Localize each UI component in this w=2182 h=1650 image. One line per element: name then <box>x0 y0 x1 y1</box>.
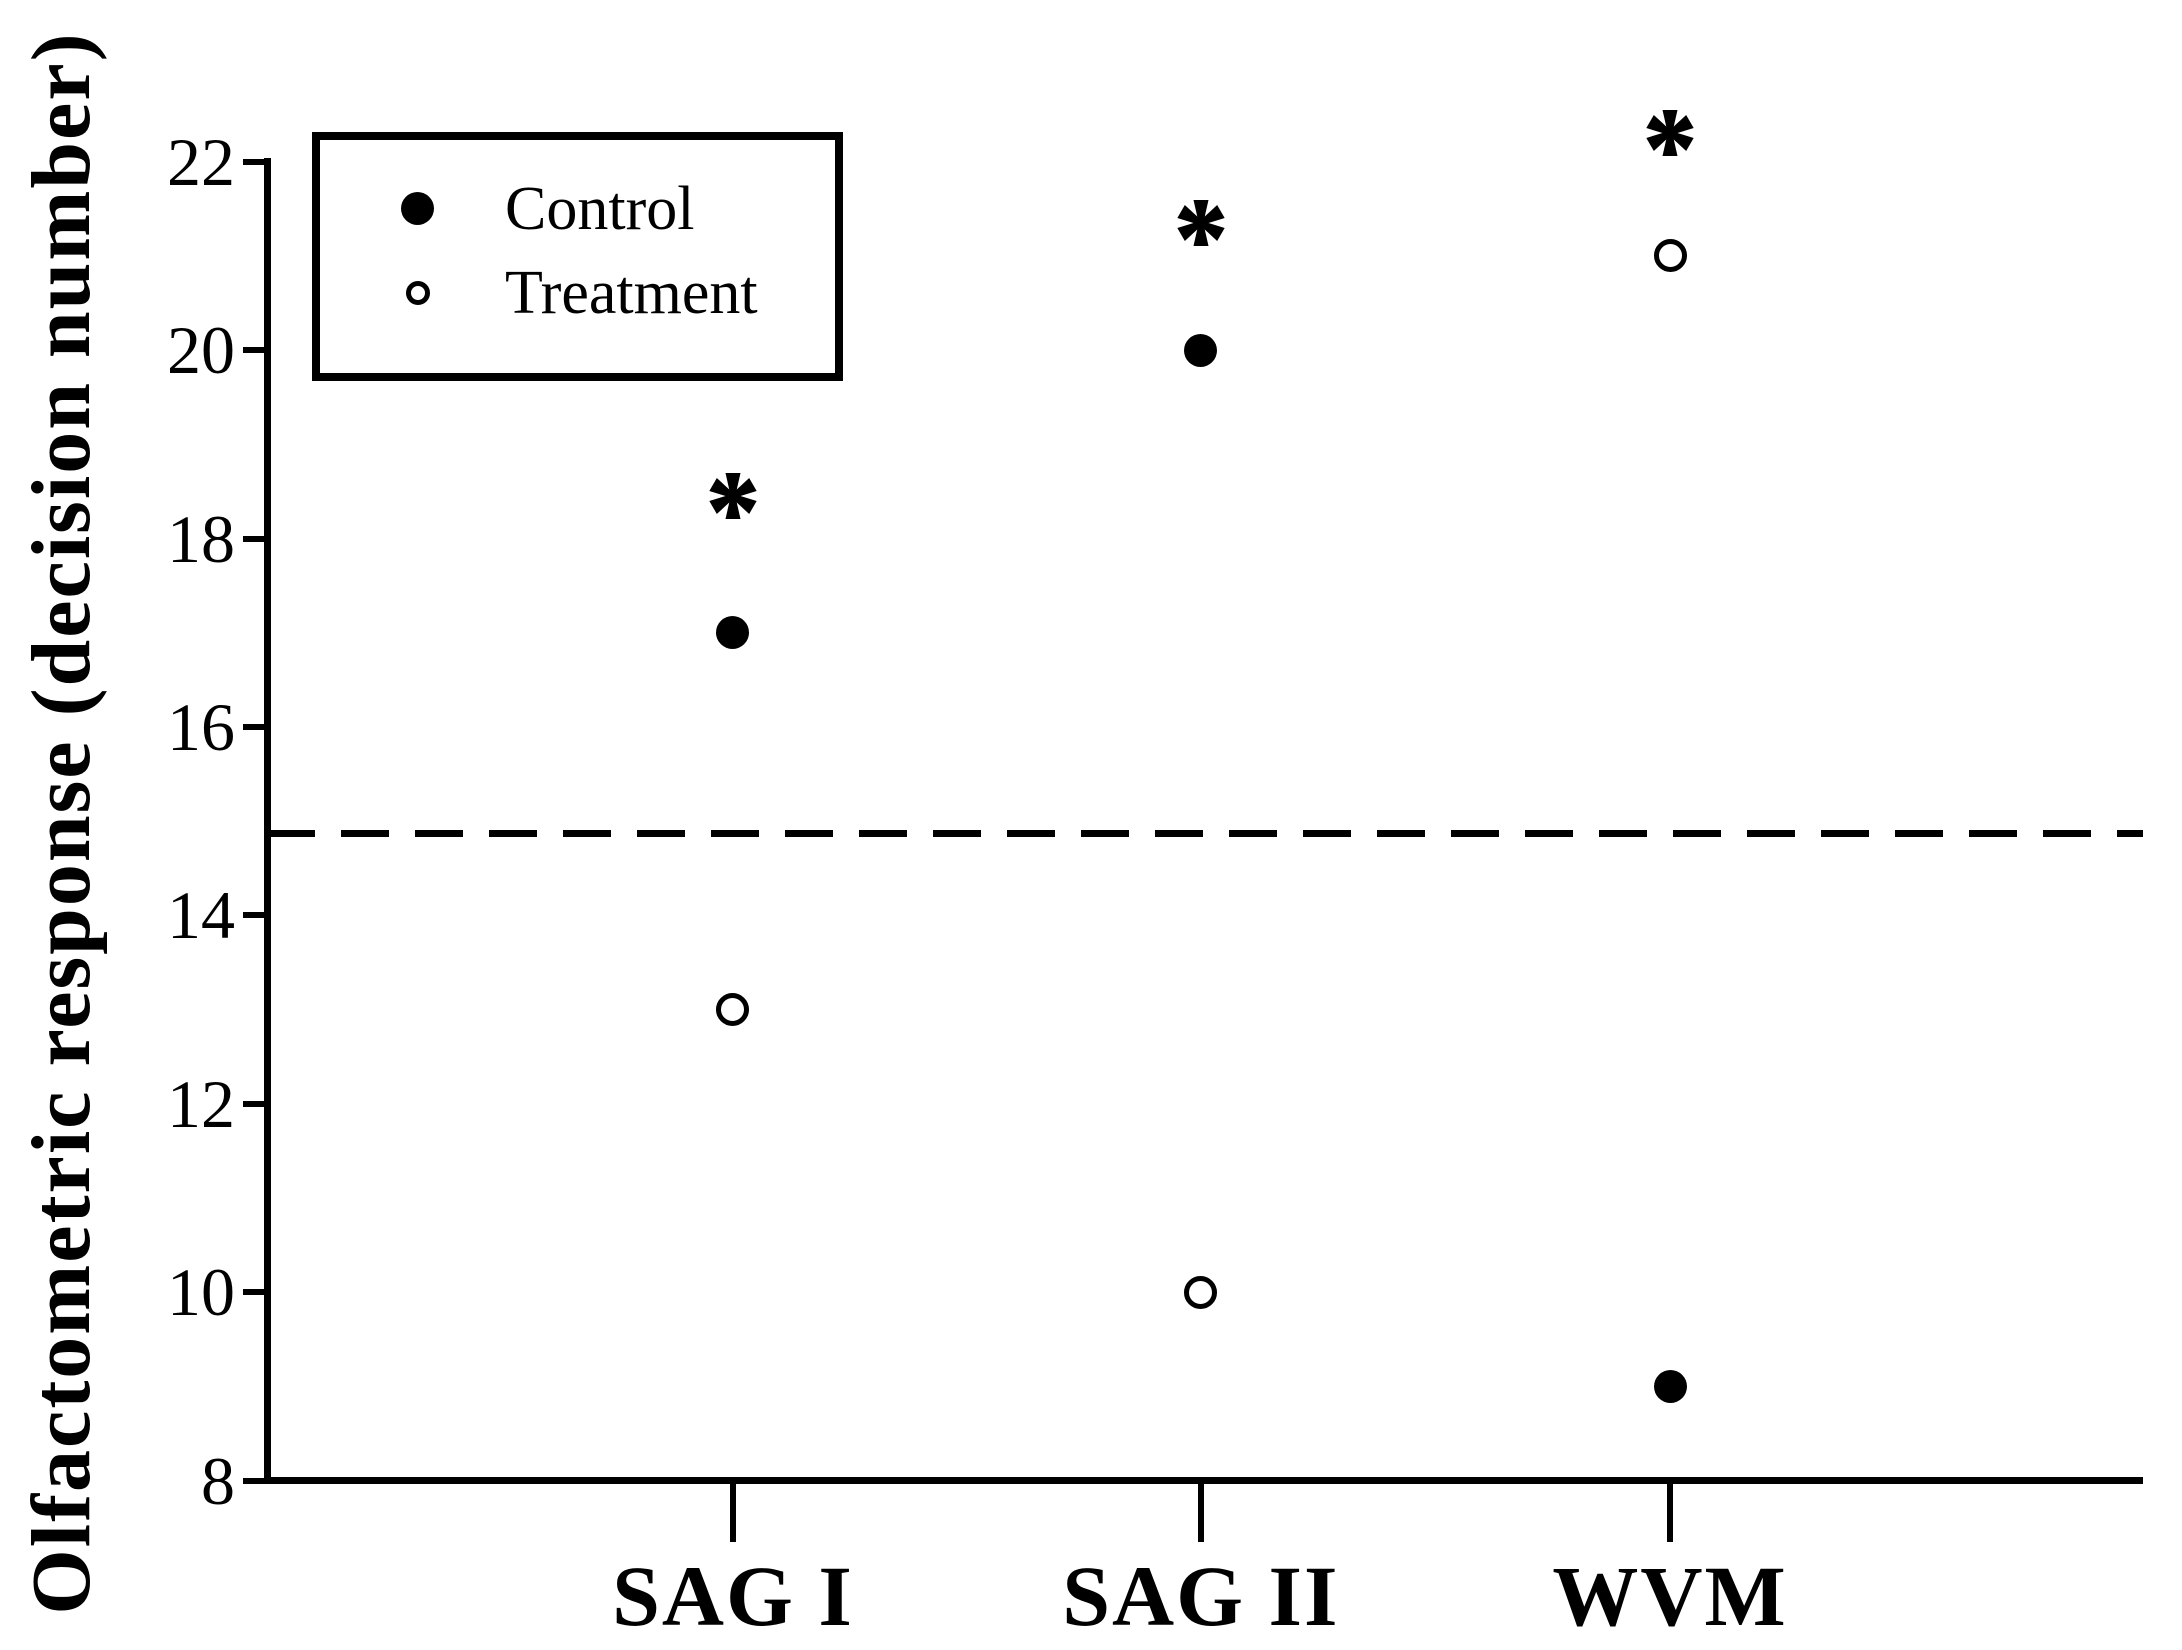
x-axis-tick <box>1197 1484 1204 1542</box>
chance-level-dashed-line <box>267 830 2143 837</box>
y-axis-tick <box>243 347 267 354</box>
legend-label-treatment: Treatment <box>505 259 758 327</box>
y-tick-label: 22 <box>167 123 235 200</box>
y-tick-label: 16 <box>167 688 235 765</box>
legend-filled-circle-marker <box>401 192 434 225</box>
data-point-control <box>716 616 750 650</box>
x-category-label: SAG II <box>1062 1548 1340 1644</box>
data-point-control <box>1653 1369 1687 1403</box>
x-axis-spine <box>264 1477 2143 1484</box>
data-point-treatment <box>1653 239 1687 273</box>
y-tick-label: 20 <box>167 312 235 389</box>
significance-asterisk <box>1175 197 1227 249</box>
y-axis-title: Olfactometric response (decision number) <box>15 31 108 1615</box>
y-axis-spine <box>264 158 271 1484</box>
data-point-treatment <box>1184 1275 1218 1309</box>
asterisk-glyph <box>709 473 757 520</box>
legend-label-control: Control <box>505 175 695 243</box>
y-axis-tick <box>243 912 267 919</box>
x-category-label: SAG I <box>612 1548 854 1644</box>
x-category-label: WVM <box>1552 1548 1788 1644</box>
y-tick-label: 18 <box>167 500 235 577</box>
y-tick-label: 14 <box>167 877 235 954</box>
y-axis-tick <box>243 1477 267 1484</box>
y-axis-tick <box>243 158 267 165</box>
legend-box: Control Treatment <box>312 132 843 381</box>
asterisk-glyph <box>1177 199 1225 246</box>
asterisk-glyph <box>1646 110 1694 157</box>
significance-asterisk <box>1644 107 1696 159</box>
x-axis-tick <box>1667 1484 1674 1542</box>
y-axis-tick <box>243 1289 267 1296</box>
data-point-treatment <box>716 993 750 1026</box>
y-axis-tick <box>243 535 267 542</box>
legend-open-circle-marker <box>406 281 430 305</box>
y-tick-label: 8 <box>201 1442 235 1519</box>
significance-asterisk <box>707 470 759 522</box>
x-axis-tick <box>729 1484 736 1542</box>
y-tick-label: 12 <box>167 1065 235 1142</box>
y-axis-tick <box>243 723 267 730</box>
y-axis-tick <box>243 1100 267 1107</box>
data-point-control <box>1184 333 1218 367</box>
y-tick-label: 10 <box>167 1254 235 1331</box>
